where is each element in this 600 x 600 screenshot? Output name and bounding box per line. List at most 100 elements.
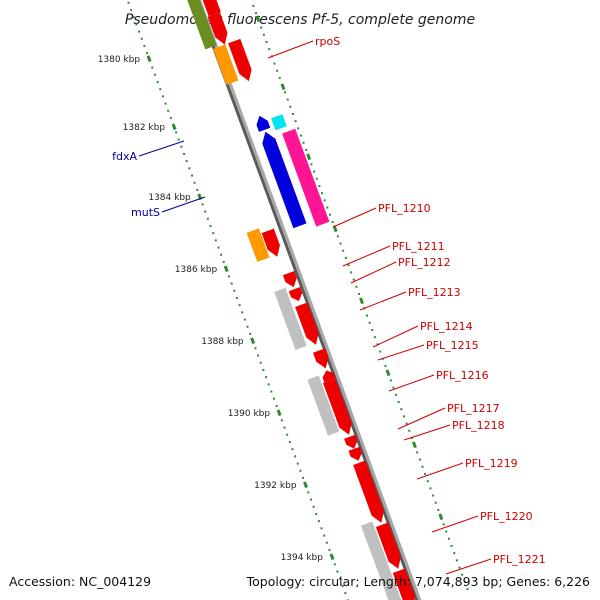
gene-arrow bbox=[322, 370, 336, 383]
scale-dot bbox=[302, 476, 305, 479]
scale-tick-marks bbox=[127, 1, 469, 600]
scale-dot bbox=[249, 332, 252, 335]
scale-dot bbox=[421, 465, 424, 468]
gene-arrow bbox=[375, 522, 401, 569]
gene-features bbox=[187, 0, 416, 600]
scale-dot bbox=[228, 275, 231, 278]
genome-backbone bbox=[194, 0, 422, 600]
gene-label: PFL_1215 bbox=[426, 339, 479, 352]
scale-dot bbox=[275, 404, 278, 407]
scale-dot bbox=[291, 112, 294, 115]
scale-dot bbox=[333, 563, 336, 566]
scale-dot bbox=[243, 318, 246, 321]
gene-arrow bbox=[271, 114, 287, 131]
scale-dot bbox=[395, 393, 398, 396]
gene-arrow bbox=[392, 568, 416, 600]
scale-dot bbox=[461, 573, 464, 576]
label-leader-line bbox=[161, 196, 206, 213]
scale-dot bbox=[177, 138, 180, 141]
scale-dot bbox=[358, 292, 361, 295]
scale-dot bbox=[201, 203, 204, 206]
scale-dot bbox=[164, 102, 167, 105]
scale-dot bbox=[371, 328, 374, 331]
scale-dot bbox=[220, 253, 223, 256]
scale-dot bbox=[167, 109, 170, 112]
scale-dot bbox=[185, 160, 188, 163]
scale-label: 1384 kbp bbox=[148, 193, 191, 203]
scale-dot bbox=[254, 347, 257, 350]
scale-dot bbox=[323, 534, 326, 537]
scale-dot bbox=[297, 127, 300, 130]
scale-dot bbox=[344, 256, 347, 259]
gene-arrow bbox=[361, 521, 402, 600]
scale-dot bbox=[305, 148, 308, 151]
scale-major-tick bbox=[223, 265, 229, 273]
scale-dot bbox=[257, 354, 260, 357]
gene-arrow bbox=[353, 460, 384, 523]
scale-dot bbox=[326, 206, 329, 209]
gene-arrow bbox=[187, 0, 205, 16]
gene-label: PFL_1220 bbox=[480, 510, 533, 523]
scale-dot bbox=[265, 376, 268, 379]
scale-dot bbox=[209, 224, 212, 227]
gene-arrow bbox=[288, 287, 303, 302]
gene-label: PFL_1218 bbox=[452, 419, 505, 432]
label-leader-line bbox=[138, 140, 185, 157]
scale-dot bbox=[325, 541, 328, 544]
scale-dot bbox=[272, 397, 275, 400]
scale-dot bbox=[175, 131, 178, 134]
gene-arrow bbox=[274, 287, 307, 350]
scale-dot bbox=[315, 177, 318, 180]
gene-arrow bbox=[256, 115, 271, 132]
scale-dot bbox=[455, 559, 458, 562]
scale-dot bbox=[373, 336, 376, 339]
gene-label: mutS bbox=[131, 206, 160, 219]
scale-dot bbox=[315, 512, 318, 515]
scale-dot bbox=[392, 386, 395, 389]
scale-dot bbox=[169, 116, 172, 119]
scale-dot bbox=[336, 235, 339, 238]
scale-dot bbox=[450, 544, 453, 547]
scale-dot bbox=[280, 419, 283, 422]
gene-arrow bbox=[295, 302, 319, 345]
scale-dot bbox=[432, 494, 435, 497]
gene-label: PFL_1212 bbox=[398, 256, 451, 269]
scale-major-tick bbox=[171, 123, 177, 131]
label-leader-line bbox=[416, 462, 464, 480]
gene-arrow bbox=[282, 128, 330, 227]
scale-dot bbox=[235, 296, 238, 299]
scale-dot bbox=[309, 498, 312, 501]
scale-dot bbox=[265, 40, 268, 43]
scale-dot bbox=[317, 520, 320, 523]
scale-dot bbox=[204, 210, 207, 213]
scale-dot bbox=[312, 505, 315, 508]
backbone-shadow bbox=[194, 0, 419, 600]
label-leader-lines bbox=[138, 40, 492, 575]
gene-arrow bbox=[307, 375, 340, 436]
gene-label: PFL_1216 bbox=[436, 369, 489, 382]
scale-dot bbox=[278, 76, 281, 79]
scale-dot bbox=[296, 462, 299, 465]
scale-dot bbox=[405, 422, 408, 425]
scale-dot bbox=[183, 152, 186, 155]
gene-arrow bbox=[202, 0, 221, 17]
scale-dot bbox=[331, 220, 334, 223]
scale-dot bbox=[159, 88, 162, 91]
gene-arrow bbox=[207, 12, 228, 45]
scale-dot bbox=[302, 141, 305, 144]
scale-major-tick bbox=[280, 83, 286, 91]
scale-dot bbox=[389, 379, 392, 382]
scale-dot bbox=[341, 584, 344, 587]
scale-dot bbox=[268, 48, 271, 51]
gene-arrow bbox=[262, 131, 307, 229]
scale-dot bbox=[342, 249, 345, 252]
scale-dot bbox=[156, 80, 159, 83]
scale-dot bbox=[262, 33, 265, 36]
label-leader-line bbox=[350, 261, 397, 284]
scale-dot bbox=[146, 52, 149, 55]
gene-arrow bbox=[348, 446, 362, 461]
scale-dot bbox=[307, 491, 310, 494]
gene-label: PFL_1210 bbox=[378, 202, 431, 215]
scale-dot bbox=[350, 271, 353, 274]
label-leader-line bbox=[431, 515, 479, 533]
